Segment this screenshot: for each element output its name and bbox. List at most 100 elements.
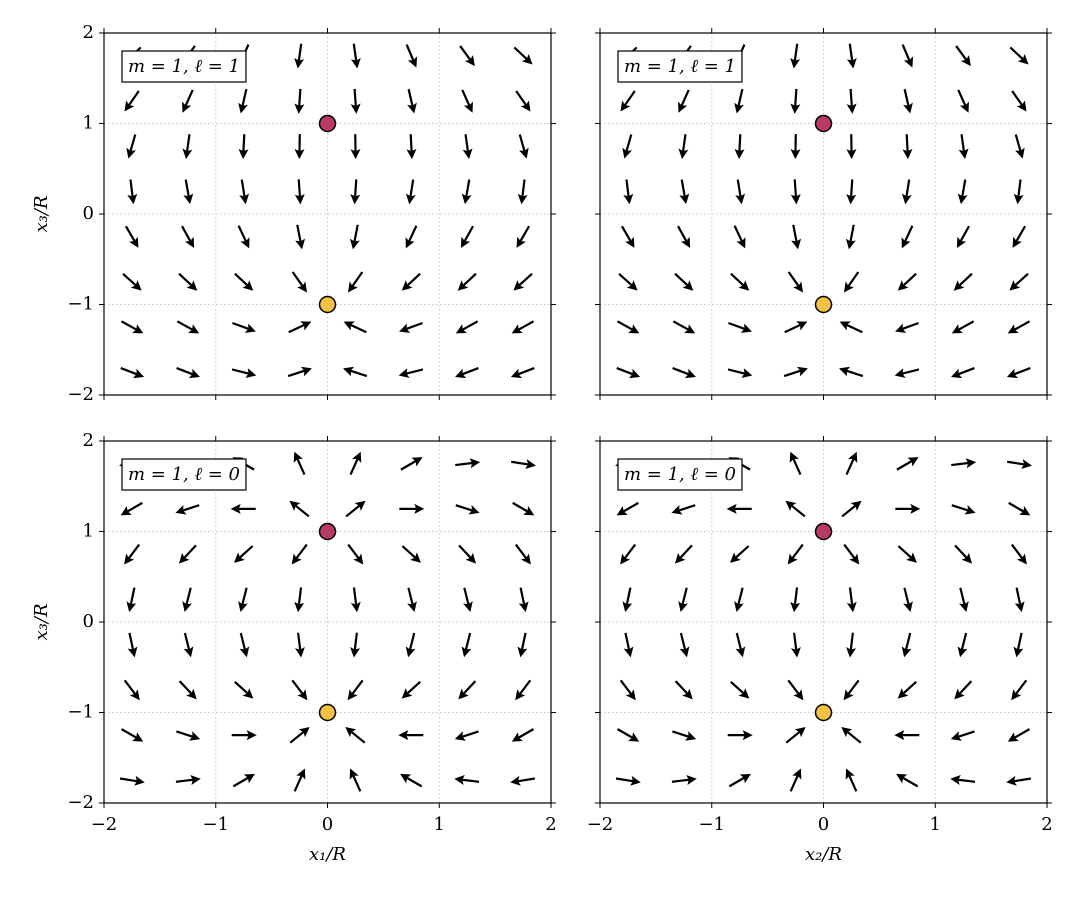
- arrow: [126, 587, 137, 613]
- arrow: [457, 272, 477, 291]
- arrow: [790, 134, 801, 160]
- arrow-shaft: [1014, 134, 1022, 152]
- arrow-head: [458, 688, 469, 700]
- arrow-head: [350, 57, 361, 69]
- arrow: [515, 679, 532, 701]
- arrow-head: [906, 552, 917, 563]
- arrow: [845, 224, 856, 250]
- arrow-head: [461, 193, 472, 205]
- arrow-head: [126, 601, 137, 613]
- arrow-shaft: [1014, 273, 1029, 287]
- arrow-shaft: [406, 321, 423, 330]
- arrow-head: [401, 688, 413, 699]
- arrow-head: [511, 732, 523, 742]
- arrow: [902, 134, 913, 160]
- arrow-head: [849, 553, 860, 565]
- arrow-head: [843, 281, 854, 293]
- arrow-shaft: [242, 134, 246, 152]
- arrow: [787, 271, 804, 293]
- arrow: [901, 225, 914, 249]
- arrow: [846, 587, 857, 613]
- arrow-shaft: [681, 587, 688, 605]
- arrow: [289, 726, 310, 744]
- arrow: [350, 134, 361, 160]
- arrow-shaft: [1017, 179, 1022, 197]
- arrow-head: [463, 601, 473, 612]
- arrow-head: [790, 57, 801, 69]
- arrow: [789, 768, 802, 792]
- arrow-shaft: [957, 89, 967, 106]
- arrow: [735, 179, 746, 205]
- arrow: [951, 367, 975, 379]
- arrow-shaft: [519, 587, 526, 605]
- arrow-shaft: [182, 504, 200, 512]
- arrow-head: [903, 56, 914, 68]
- arrow-head: [903, 102, 913, 114]
- arrow-head: [350, 601, 361, 613]
- arrow-shaft: [1011, 90, 1023, 106]
- arrow-shaft: [792, 224, 798, 242]
- arrow: [517, 632, 528, 658]
- arrow: [730, 681, 750, 699]
- arrow: [455, 458, 481, 469]
- arrow: [846, 88, 857, 114]
- arrow-shaft: [737, 88, 744, 106]
- arrow-head: [679, 646, 690, 658]
- arrow: [234, 272, 254, 291]
- arrow-head: [464, 55, 475, 67]
- arrow: [512, 501, 535, 516]
- arrow-shaft: [291, 271, 304, 287]
- arrow-head: [520, 553, 531, 565]
- arrow-head: [188, 324, 200, 334]
- arrow: [1011, 679, 1028, 701]
- arrow-head: [184, 236, 195, 248]
- arrow-head: [730, 552, 741, 563]
- arrow: [1009, 273, 1029, 291]
- arrow: [953, 272, 973, 291]
- arrow-shaft: [129, 134, 137, 152]
- arrow-head: [240, 237, 250, 249]
- arrow: [295, 224, 306, 250]
- arrow-shaft: [727, 368, 745, 375]
- arrow-shaft: [461, 89, 471, 106]
- arrow-shaft: [1009, 46, 1024, 60]
- arrow-head: [132, 732, 144, 742]
- arrow-head: [510, 775, 521, 786]
- arrow-shaft: [790, 504, 806, 518]
- arrow: [620, 543, 637, 565]
- arrow: [950, 775, 976, 785]
- arrow-shaft: [124, 225, 136, 242]
- arrow: [955, 45, 971, 67]
- arrow-head: [616, 506, 628, 516]
- arrow: [345, 500, 366, 518]
- arrow-head: [954, 688, 965, 700]
- arrow-head: [1012, 236, 1022, 248]
- arrow-shaft: [846, 324, 863, 334]
- arrow-head: [132, 368, 145, 379]
- arrow-head: [846, 103, 857, 114]
- arrow-head: [790, 149, 801, 160]
- arrow-head: [293, 451, 303, 463]
- arrow-head: [901, 193, 912, 205]
- arrow-head: [950, 775, 961, 785]
- arrow-head: [959, 101, 969, 113]
- arrow-shaft: [519, 679, 532, 695]
- arrow: [239, 632, 250, 658]
- arrow-head: [295, 238, 306, 250]
- arrow-shaft: [120, 320, 137, 331]
- arrow: [238, 134, 249, 160]
- arrow: [959, 587, 969, 612]
- arrow: [458, 544, 477, 564]
- arrow: [678, 134, 689, 159]
- y-tick-label: −2: [67, 384, 94, 405]
- arrow-head: [625, 236, 635, 248]
- arrow: [461, 89, 473, 113]
- arrow-shaft: [1014, 367, 1031, 376]
- arrow-head: [1007, 324, 1019, 334]
- arrow: [843, 271, 860, 293]
- arrow-shaft: [901, 44, 911, 61]
- arrow-head: [630, 775, 641, 786]
- arrow-head: [894, 368, 906, 378]
- arrow: [1006, 775, 1032, 786]
- arrow-shaft: [123, 679, 136, 695]
